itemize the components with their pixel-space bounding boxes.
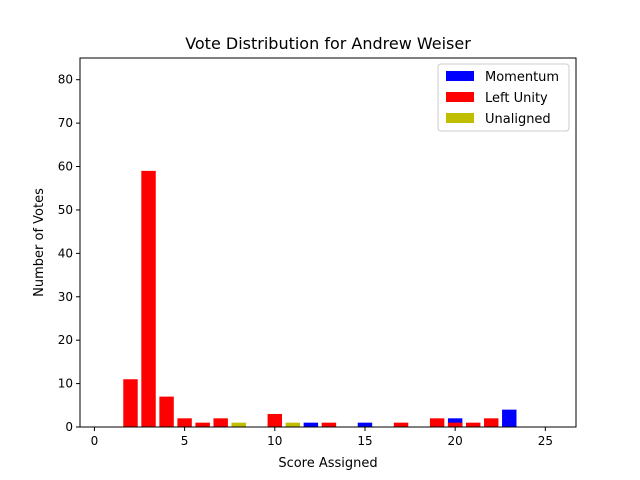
y-tick-label: 80 bbox=[58, 73, 73, 87]
x-tick-label: 10 bbox=[267, 434, 282, 448]
chart-title: Vote Distribution for Andrew Weiser bbox=[185, 34, 471, 53]
x-tick-label: 5 bbox=[181, 434, 189, 448]
legend-label-unaligned: Unaligned bbox=[485, 112, 551, 127]
bar-momentum-23 bbox=[502, 409, 517, 427]
x-axis: 0 5 10 15 20 25 bbox=[91, 427, 553, 448]
bar-unaligned-8 bbox=[231, 422, 246, 427]
bar-left-unity-4 bbox=[159, 396, 174, 427]
x-tick-label: 15 bbox=[357, 434, 372, 448]
bar-momentum-15 bbox=[357, 422, 373, 427]
y-tick-label: 50 bbox=[58, 203, 73, 217]
y-tick-label: 10 bbox=[58, 377, 73, 391]
bar-left-unity-2 bbox=[123, 379, 138, 427]
bar-left-unity-17 bbox=[393, 422, 409, 427]
bar-left-unity-13 bbox=[321, 422, 337, 427]
legend-swatch-left-unity bbox=[446, 92, 474, 102]
plot-frame bbox=[79, 57, 577, 428]
y-tick-label: 70 bbox=[58, 116, 73, 130]
bar-left-unity-10 bbox=[267, 413, 283, 427]
bars-layer bbox=[123, 170, 517, 427]
y-tick-label: 40 bbox=[58, 246, 73, 260]
legend-label-left-unity: Left Unity bbox=[485, 91, 548, 106]
bar-left-unity-7 bbox=[213, 418, 228, 427]
bar-momentum-12 bbox=[303, 422, 319, 427]
y-tick-label: 30 bbox=[58, 290, 73, 304]
legend-label-momentum: Momentum bbox=[485, 70, 559, 85]
legend: Momentum Left Unity Unaligned bbox=[437, 63, 570, 132]
y-tick-label: 20 bbox=[58, 333, 73, 347]
x-axis-label: Score Assigned bbox=[278, 456, 377, 471]
x-tick-label: 25 bbox=[538, 434, 553, 448]
y-axis-label: Number of Votes bbox=[32, 188, 47, 297]
y-axis: 0 10 20 30 40 50 60 70 80 bbox=[58, 73, 80, 434]
legend-swatch-momentum bbox=[446, 71, 474, 81]
legend-swatch-unaligned bbox=[446, 113, 474, 123]
bar-left-unity-6 bbox=[195, 422, 210, 427]
y-tick-label: 0 bbox=[65, 420, 73, 434]
y-tick-label: 60 bbox=[58, 160, 73, 174]
bar-unaligned-11 bbox=[285, 422, 301, 427]
bar-left-unity-21 bbox=[465, 422, 481, 427]
bar-left-unity-5 bbox=[177, 418, 192, 427]
x-tick-label: 20 bbox=[448, 434, 463, 448]
x-tick-label: 0 bbox=[91, 434, 99, 448]
bar-left-unity-20 bbox=[447, 422, 463, 427]
bar-left-unity-19 bbox=[429, 418, 445, 427]
bar-left-unity-3 bbox=[141, 170, 156, 427]
bar-left-unity-22 bbox=[484, 418, 499, 427]
